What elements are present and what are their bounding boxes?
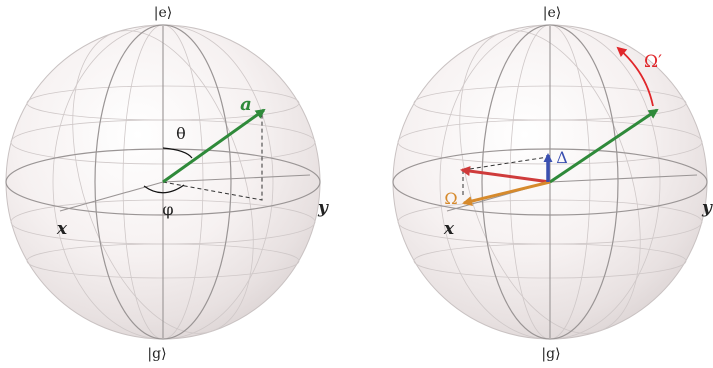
label-delta: Δ: [556, 148, 568, 167]
y-axis-line: [162, 174, 311, 183]
label-bottom-state: |g⟩: [541, 346, 560, 362]
label-top-state: |e⟩: [154, 5, 172, 21]
label-y-axis: y: [701, 198, 713, 218]
vector-green-arrow: [549, 108, 659, 184]
bloch-sphere-right: |e⟩ |g⟩ x y Ω′ Δ Ω: [392, 5, 713, 362]
main-meridian: [94, 24, 232, 340]
label-omega-prime: Ω′: [644, 52, 662, 72]
y-axis-line: [549, 174, 698, 183]
theta-arc: [162, 147, 193, 159]
label-omega: Ω: [444, 189, 457, 208]
bloch-sphere-left: |e⟩ |g⟩ x y a θ φ: [5, 5, 329, 362]
label-top-state: |e⟩: [543, 5, 561, 21]
vector-orange-arrow: [462, 180, 551, 206]
label-x-axis: x: [56, 219, 68, 239]
vector-a-arrow: [162, 108, 266, 184]
label-theta: θ: [176, 124, 186, 143]
vector-red-arrow: [460, 166, 551, 184]
label-phi: φ: [162, 200, 173, 219]
label-bottom-state: |g⟩: [147, 346, 166, 362]
projection-dashed: [462, 156, 549, 196]
omega-prime-arc: [616, 46, 654, 107]
projection-dashed: [162, 110, 263, 201]
label-x-axis: x: [443, 219, 455, 239]
main-meridian: [481, 24, 619, 340]
label-y-axis: y: [317, 198, 329, 218]
label-vector-a: a: [240, 94, 252, 115]
phi-arc: [143, 184, 185, 194]
